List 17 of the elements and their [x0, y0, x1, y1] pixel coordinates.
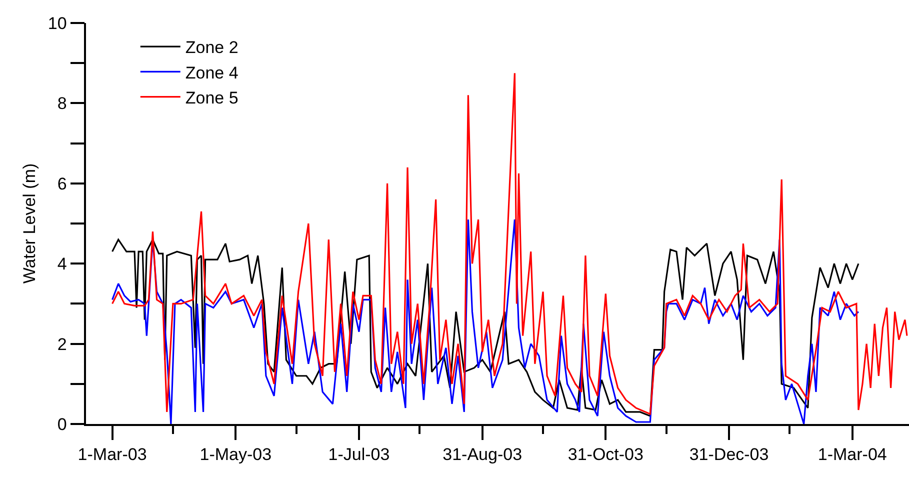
x-tick-label: 31-Dec-03 [689, 445, 769, 464]
x-tick-label: 1-May-03 [200, 445, 272, 464]
x-tick-label: 1-Mar-03 [78, 445, 147, 464]
y-tick-label: 2 [57, 334, 67, 354]
x-tick-label: 31-Oct-03 [568, 445, 644, 464]
y-tick-label: 4 [57, 254, 67, 274]
x-tick-label: 1-Mar-04 [818, 445, 887, 464]
x-tick-label: 1-Jul-03 [328, 445, 390, 464]
x-tick-label: 31-Aug-03 [442, 445, 522, 464]
y-tick-label: 10 [48, 14, 67, 33]
y-axis-title: Water Level (m) [20, 163, 39, 284]
legend-label: Zone 5 [185, 88, 238, 108]
y-tick-label: 8 [57, 94, 67, 114]
legend-label: Zone 2 [185, 38, 238, 58]
y-tick-label: 6 [57, 174, 67, 194]
y-tick-label: 0 [57, 414, 67, 434]
legend-label: Zone 4 [185, 63, 238, 82]
